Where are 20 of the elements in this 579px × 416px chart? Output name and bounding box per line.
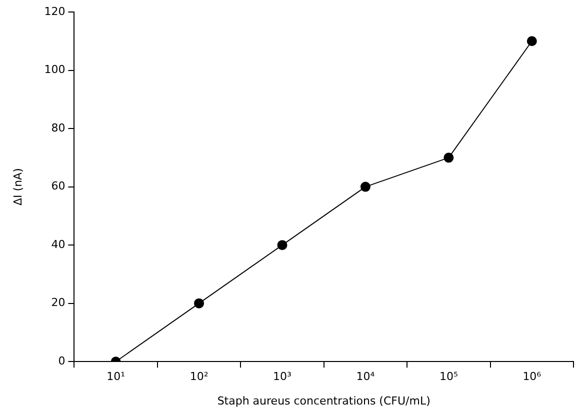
x-tick-label: 10⁴ [356,370,376,384]
point [194,298,204,308]
x-axis-title: Staph aureus concentrations (CFU/mL) [217,394,430,408]
y-tick-label: 120 [44,4,66,18]
x-tick-label: 10² [190,370,208,384]
y-tick-label: 100 [44,63,66,76]
y-tick-label: 40 [51,238,66,251]
point [277,240,288,250]
x-tick-label: 10³ [273,370,292,384]
y-axis-title: ΔI (nA) [11,168,24,206]
x-tick-label: 10⁶ [522,370,542,384]
point [360,182,370,192]
y-tick-label: 0 [58,354,66,368]
point [444,152,454,163]
x-tick-label: 10¹ [106,370,126,384]
y-tick-label: 60 [51,180,66,193]
y-tick-label: 80 [51,121,66,134]
point [526,36,537,46]
y-tick-label: 20 [51,296,66,310]
x-tick-label: 10⁵ [439,370,458,384]
